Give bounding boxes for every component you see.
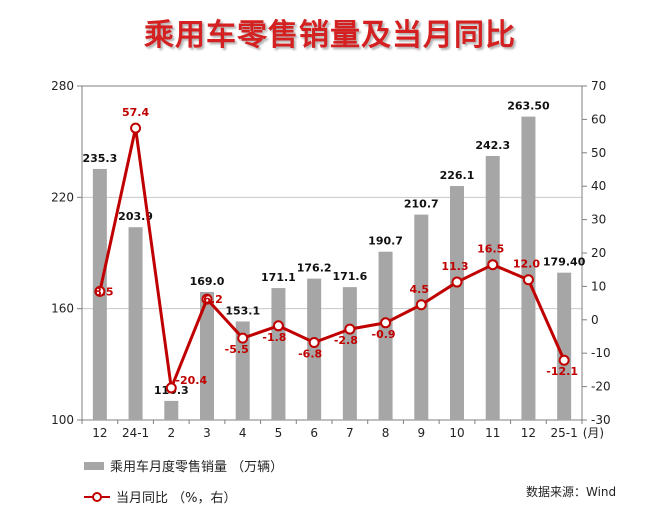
x-tick-label: 24-1 xyxy=(122,426,149,440)
bar-data-label: 171.6 xyxy=(332,270,367,283)
bar xyxy=(378,251,393,420)
yoy-point xyxy=(451,276,463,288)
bar xyxy=(557,272,572,420)
yoy-point xyxy=(344,323,356,335)
bar-data-label: 203.9 xyxy=(118,210,153,223)
bar-data-label: 171.1 xyxy=(261,271,296,284)
yoy-data-label: 12.0 xyxy=(513,258,540,271)
x-tick-label: 10 xyxy=(449,426,464,440)
legend-item-bar: 乘用车月度零售销量 （万辆） xyxy=(84,456,283,475)
legend-item-line: 当月同比 （%，右） xyxy=(84,487,237,506)
legend-line-swatch xyxy=(84,491,110,502)
yoy-data-label: 57.4 xyxy=(122,106,149,119)
yoy-data-label: 16.5 xyxy=(477,243,504,256)
y-right-tick-label: -30 xyxy=(591,413,611,427)
yoy-data-label: -20.4 xyxy=(175,374,207,387)
y-left-tick-label: 280 xyxy=(51,79,74,93)
x-tick-label: 12 xyxy=(521,426,536,440)
bar-data-label: 210.7 xyxy=(404,198,439,211)
bar-data-label: 190.7 xyxy=(368,235,403,248)
bar-data-label: 169.0 xyxy=(190,275,225,288)
y-left-tick-label: 220 xyxy=(51,190,74,204)
y-right-tick-label: 0 xyxy=(591,313,599,327)
x-tick-label: 3 xyxy=(203,426,211,440)
x-tick-label: 9 xyxy=(417,426,425,440)
bar xyxy=(271,288,286,420)
bar-data-label: 263.50 xyxy=(507,100,550,113)
yoy-data-label: 4.5 xyxy=(410,283,430,296)
yoy-data-label: -6.8 xyxy=(298,348,322,361)
yoy-data-label: -2.8 xyxy=(334,334,358,347)
x-tick-label: 7 xyxy=(346,426,354,440)
y-right-tick-label: 40 xyxy=(591,179,606,193)
x-tick-label: 4 xyxy=(239,426,247,440)
x-tick-label: 11 xyxy=(485,426,500,440)
bar-data-label: 179.40 xyxy=(543,256,586,269)
plot-frame xyxy=(81,85,583,421)
bar-data-label: 242.3 xyxy=(475,139,510,152)
legend-bar-swatch xyxy=(84,461,104,470)
yoy-point xyxy=(201,293,213,305)
bar xyxy=(200,291,214,420)
y-left-tick-label: 160 xyxy=(51,302,74,316)
y-right-tick-label: 30 xyxy=(591,213,606,227)
x-tick-label: 5 xyxy=(275,426,283,440)
yoy-point xyxy=(94,285,106,297)
bar-data-label: 226.1 xyxy=(440,169,475,182)
bar xyxy=(414,214,429,420)
yoy-data-label: 8.5 xyxy=(94,285,114,298)
y-right-tick-label: 60 xyxy=(591,112,606,126)
yoy-point xyxy=(165,382,177,394)
bar xyxy=(521,116,536,420)
bar xyxy=(485,155,500,420)
x-tick-label: 12 xyxy=(92,426,107,440)
bar xyxy=(450,186,464,420)
legend-bar-label: 乘用车月度零售销量 （万辆） xyxy=(110,460,284,475)
yoy-point xyxy=(558,354,570,366)
yoy-point xyxy=(308,337,320,349)
y-right-tick-label: 20 xyxy=(591,246,606,260)
x-tick-label: 2 xyxy=(167,426,175,440)
bar xyxy=(164,400,179,420)
yoy-line xyxy=(98,126,566,390)
yoy-data-label: -12.1 xyxy=(546,365,578,378)
bar xyxy=(235,321,250,420)
yoy-data-label: -1.8 xyxy=(262,331,286,344)
y-right-tick-label: 50 xyxy=(591,146,606,160)
y-left-tick-label: 100 xyxy=(51,413,74,427)
x-unit-label: (月) xyxy=(583,426,604,440)
bar-data-label: 235.3 xyxy=(82,152,117,165)
legend-line-label: 当月同比 （%，右） xyxy=(116,491,237,506)
yoy-point xyxy=(237,332,249,344)
x-tick-label: 25-1 xyxy=(551,426,578,440)
bar xyxy=(342,287,357,420)
yoy-point xyxy=(522,274,534,286)
x-tick-label: 6 xyxy=(310,426,318,440)
yoy-data-label: -5.5 xyxy=(225,343,249,356)
yoy-point xyxy=(415,299,427,311)
source-note: 数据来源：Wind xyxy=(526,485,617,499)
yoy-data-label: -0.9 xyxy=(372,328,396,341)
bar-data-label: 176.2 xyxy=(297,262,332,275)
chart-title: 乘用车零售销量及当月同比 xyxy=(144,18,516,53)
yoy-data-label: 11.3 xyxy=(441,260,468,273)
bar xyxy=(307,278,322,420)
yoy-point xyxy=(130,122,142,134)
yoy-point xyxy=(380,317,392,329)
x-tick-label: 8 xyxy=(382,426,390,440)
yoy-point xyxy=(272,320,284,332)
y-right-tick-label: 70 xyxy=(591,79,606,93)
y-right-tick-label: -10 xyxy=(591,346,611,360)
y-right-tick-label: 10 xyxy=(591,279,606,293)
yoy-data-label: 6.2 xyxy=(203,293,223,306)
yoy-point xyxy=(487,259,499,271)
bar-data-label: 153.1 xyxy=(225,304,260,317)
bar xyxy=(128,227,143,420)
y-right-tick-label: -20 xyxy=(591,380,611,394)
